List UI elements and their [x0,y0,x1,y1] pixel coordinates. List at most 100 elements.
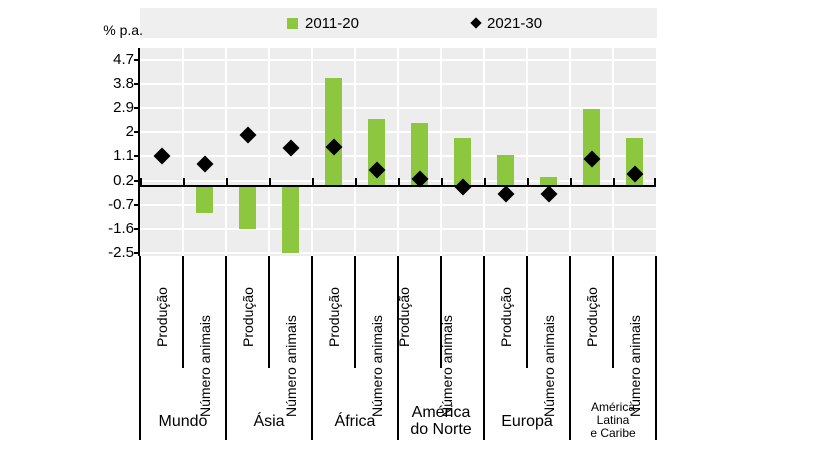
gridline-vertical [268,48,270,256]
subgroup-tick-line [440,256,442,368]
category-label-line: Mundo [158,413,208,430]
category-label: Ásia [227,413,311,430]
x-label-producao: Produção [325,287,342,347]
y-tick-label: 1.1 [113,147,134,165]
x-label-numero-animais: Número animais [368,315,385,417]
legend-item-2021-30: 2021-30 [470,8,543,38]
diamond-marker-2021-30 [196,155,213,173]
bar-2011-20 [540,176,557,186]
legend: 2011-20 2021-30 [140,8,657,38]
bar-2011-20 [239,186,256,230]
category-label-line: América [411,404,471,421]
y-axis-tick [134,58,140,61]
baseline-tick [654,178,656,185]
bar-2011-20 [454,137,471,186]
y-axis-tick [134,106,140,109]
gridline-vertical [397,48,399,256]
category-label-line: Ásia [253,413,285,430]
y-axis-unit-label: % p.a. [103,22,143,38]
bar-2011-20 [583,109,600,186]
bar-2011-20 [325,78,342,186]
gridline-vertical [569,48,571,256]
legend-label-2011-20: 2011-20 [305,14,359,32]
y-tick-label: 3.8 [113,74,134,92]
baseline-tick [527,178,529,185]
y-tick-label: -2.5 [108,244,134,262]
y-tick-label: 4.7 [113,50,134,68]
group-separator-line [655,256,657,440]
subgroup-tick-line [268,256,270,368]
group-separator-line [139,256,141,440]
gridline-vertical [612,48,614,256]
bar-2011-20 [497,155,514,186]
group-separator-line [483,256,485,440]
baseline-tick [140,178,142,185]
group-separator-line [225,256,227,440]
subgroup-tick-line [612,256,614,368]
x-label-numero-animais: Número animais [282,315,299,417]
baseline-tick [441,178,443,185]
bar-2011-20 [411,122,428,186]
x-label-numero-animais: Número animais [540,315,557,417]
x-label-producao: Produção [239,287,256,347]
legend-label-2021-30: 2021-30 [487,14,543,32]
subgroup-tick-line [354,256,356,368]
subgroup-tick-line [526,256,528,368]
category-label: África [313,413,397,430]
y-tick-label: -0.7 [108,195,134,213]
diamond-marker-2021-30 [540,185,557,203]
category-label-line: do Norte [410,421,472,438]
baseline-tick [226,178,228,185]
plot-area [140,48,656,256]
baseline-tick [269,178,271,185]
baseline-tick [312,178,314,185]
y-axis-tick [134,228,140,231]
category-label-line: e Caribe [590,426,636,440]
y-axis-tick [134,179,140,182]
baseline-tick [183,178,185,185]
baseline-tick [570,178,572,185]
gridline-vertical [526,48,528,256]
legend-diamond-icon [470,17,482,29]
group-separator-line [397,256,399,440]
bar-2011-20 [196,186,213,213]
category-label: Europa [485,413,569,430]
x-axis-labels: Produção Número animais Mundo Produção Númer… [139,256,657,456]
baseline-tick [613,178,615,185]
group-separator-line [311,256,313,440]
y-axis-tick [134,252,140,255]
y-tick-label: 2 [125,123,134,141]
category-label: Mundo [141,413,225,430]
diamond-marker-2021-30 [153,147,170,165]
x-label-numero-animais: Número animais [438,315,455,417]
diamond-marker-2021-30 [239,126,256,144]
category-label-line: África [334,413,376,430]
y-axis-tick [134,131,140,134]
y-tick-label: 2.9 [113,98,134,116]
y-tick-label: -1.6 [108,220,134,238]
x-label-producao: Produção [583,287,600,347]
y-axis-line [138,48,140,256]
baseline-tick [398,178,400,185]
baseline-tick [355,178,357,185]
zero-baseline [140,185,656,187]
diamond-marker-2021-30 [497,185,514,203]
x-label-producao: Produção [153,287,170,347]
y-tick-label: 0.2 [113,171,134,189]
group-separator-line [569,256,571,440]
baseline-tick [484,178,486,185]
category-label-line: América [590,400,635,414]
bar-2011-20 [282,186,299,254]
gridline-vertical [483,48,485,256]
gridline-vertical [354,48,356,256]
y-axis-tick [134,82,140,85]
y-axis-tick [134,203,140,206]
x-label-producao: Produção [497,287,514,347]
subgroup-tick-line [182,256,184,368]
legend-item-2011-20: 2011-20 [287,8,359,38]
gridline-vertical [440,48,442,256]
gridline-vertical [182,48,184,256]
gridline-vertical [311,48,313,256]
x-label-numero-animais: Número animais [196,315,213,417]
